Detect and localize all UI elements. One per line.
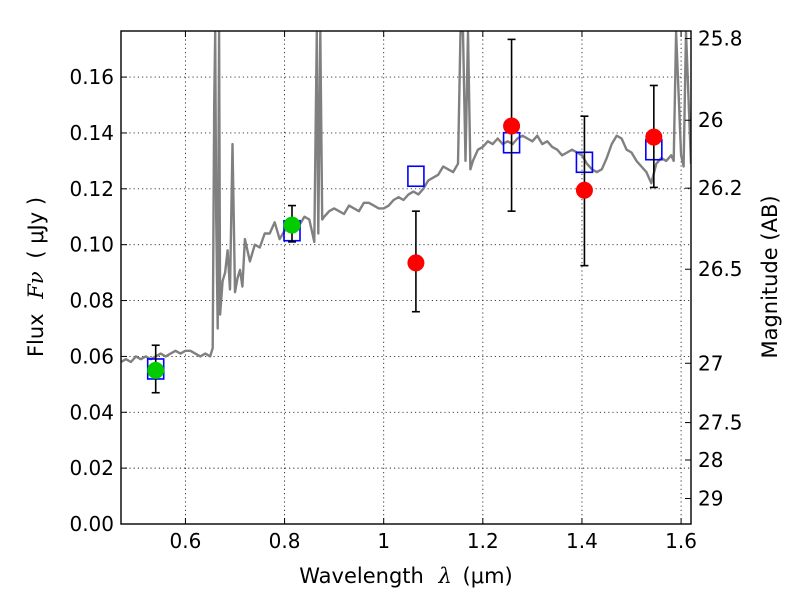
plot-area <box>121 31 691 364</box>
right-tick-label: 28 <box>698 448 723 472</box>
right-tick-label: 25.8 <box>698 27 743 51</box>
axis-layer: 0.6 0.8 1 1.2 1.4 1.6 0.00 0.02 0.04 0.06 0.08 0.10… <box>69 27 742 553</box>
x-tick-label: 0.8 <box>269 529 301 553</box>
marker-layer <box>146 38 663 394</box>
y-axis-label: Flux Fν ( μJy ) <box>24 197 48 357</box>
right-axis-label: Magnitude (AB) <box>758 195 782 358</box>
y-tick-label: 0.16 <box>69 65 114 89</box>
y-tick-label: 0.08 <box>69 289 114 313</box>
right-tick-label: 26.2 <box>698 176 743 200</box>
photometry-point <box>283 216 301 234</box>
y-tick-label: 0.02 <box>69 456 114 480</box>
photometry-point <box>503 117 521 135</box>
right-tick-label: 27.5 <box>698 411 743 435</box>
photometry-point <box>407 254 425 272</box>
x-tick-label: 1.2 <box>467 529 499 553</box>
model-sed-line <box>121 31 691 364</box>
x-tick-label: 1 <box>377 529 390 553</box>
plot-frame <box>120 30 692 525</box>
grid-lines <box>121 31 691 524</box>
right-tick-label: 29 <box>698 487 723 511</box>
photometry-point <box>645 128 663 146</box>
x-tick-label: 1.4 <box>566 529 598 553</box>
photometry-point <box>147 361 165 379</box>
photometry-point <box>575 181 593 199</box>
right-tick-label: 27 <box>698 351 723 375</box>
y-tick-label: 0.10 <box>69 233 114 257</box>
x-tick-label: 1.6 <box>665 529 697 553</box>
y-tick-label: 0.00 <box>69 512 114 536</box>
y-tick-label: 0.06 <box>69 344 114 368</box>
model-band-square <box>407 165 425 188</box>
right-tick-label: 26 <box>698 108 723 132</box>
y-tick-label: 0.04 <box>69 400 114 424</box>
x-tick-label: 0.6 <box>170 529 202 553</box>
y-tick-label: 0.14 <box>69 121 114 145</box>
right-tick-label: 26.5 <box>698 257 743 281</box>
x-axis-label: Wavelength λ (μm) <box>299 564 512 588</box>
y-tick-label: 0.12 <box>69 177 114 201</box>
